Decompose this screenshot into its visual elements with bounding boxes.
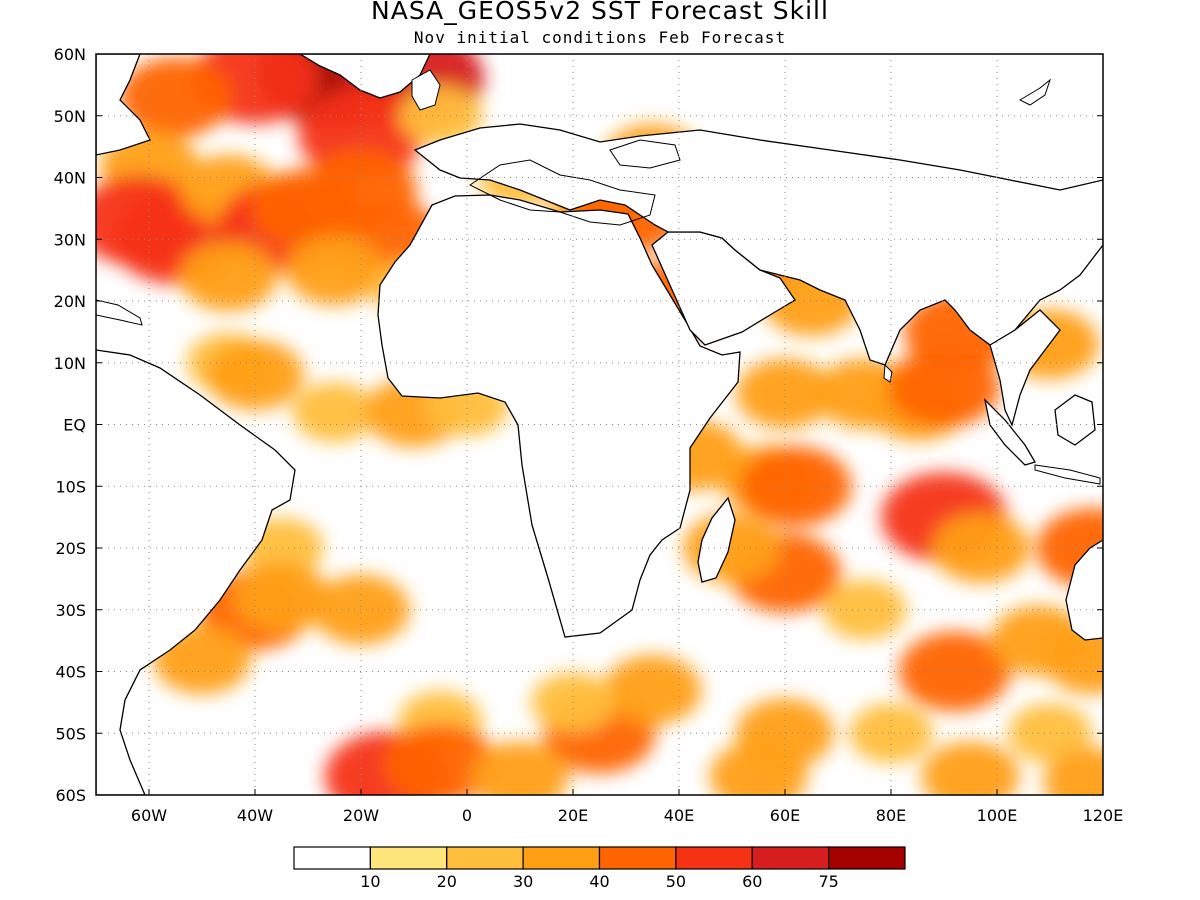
axis-ticks: 60W 40W 20W 0 20E 40E 60E 80E 100E 120E 60N 50N 40N 3… [54,45,1124,825]
mediterranean-sea [469,159,656,226]
land-masks [96,54,1103,795]
colorbar-label: 30 [513,872,533,891]
japan [1018,78,1052,106]
skill-region [888,347,1000,428]
borneo [1054,394,1096,446]
chart-subtitle: Nov initial conditions Feb Forecast [413,28,787,47]
skill-region [119,57,232,138]
y-tick-label: 30S [55,601,86,620]
australia-landmass [1065,539,1103,641]
skill-region [849,703,933,764]
y-tick-label: 50N [54,107,86,126]
x-tick-label: 80E [876,806,906,825]
y-tick-label: 50S [55,724,86,743]
y-tick-label: 10S [55,477,86,496]
skill-region [736,358,834,429]
y-tick-label: 10N [54,354,86,373]
y-tick-label: 60N [54,45,86,64]
y-tick-label: EQ [63,416,86,435]
colorbar-label: 50 [666,872,686,891]
colorbar-swatch [369,846,448,870]
colorbar-swatch [598,846,677,870]
skill-region [1043,624,1103,695]
y-tick-label: 30N [54,230,86,249]
x-tick-label: 60W [131,806,167,825]
south-america-landmass [96,349,296,795]
y-tick-label: 60S [55,786,86,805]
colorbar-label: 75 [818,872,838,891]
colorbar-swatch [522,846,601,870]
skill-region [471,741,569,795]
colorbar-label: 40 [589,872,609,891]
skill-region [739,446,852,527]
sri-lanka [883,363,893,383]
java [1034,464,1101,485]
y-tick-label: 20S [55,539,86,558]
colorbar: 10 20 30 40 50 60 75 [293,846,906,891]
skill-region [285,235,384,306]
y-tick-label: 20N [54,292,86,311]
colorbar-swatch [751,846,830,870]
north-america-landmass [96,54,151,156]
indochina [989,309,1061,427]
x-tick-label: 40W [237,806,273,825]
y-tick-label: 40N [54,169,86,188]
skill-region [232,562,331,633]
y-tick-label: 40S [55,663,86,682]
colorbar-swatch [828,846,906,870]
colorbar-swatch [293,846,371,870]
colorbar-swatch [675,846,753,870]
colorbar-label: 20 [437,872,457,891]
british-isles [411,69,441,111]
eurasia-landmass [413,123,1103,366]
x-tick-label: 20W [343,806,379,825]
chart-title: NASA_GEOS5v2 SST Forecast Skill [371,0,829,25]
skill-region [603,655,702,726]
africa-landmass [377,194,741,638]
x-tick-label: 100E [977,806,1018,825]
caribbean-islands [96,299,143,326]
greenland [298,54,431,99]
black-sea [609,139,681,169]
colorbar-swatch [446,846,524,870]
skill-region [206,340,304,411]
x-tick-label: 0 [462,806,472,825]
skill-region [292,382,377,443]
skill-region [298,89,424,180]
x-tick-label: 60E [770,806,800,825]
x-tick-label: 20E [558,806,588,825]
skill-region [179,241,278,312]
madagascar [697,496,736,583]
skill-region [1043,747,1103,795]
x-tick-label: 40E [664,806,694,825]
skill-region [384,724,497,795]
x-tick-label: 120E [1083,806,1124,825]
skill-region [736,698,834,769]
skill-region [932,513,1031,583]
colorbar-label: 60 [742,872,762,891]
skill-region [921,741,1020,795]
colorbar-label: 10 [360,872,380,891]
